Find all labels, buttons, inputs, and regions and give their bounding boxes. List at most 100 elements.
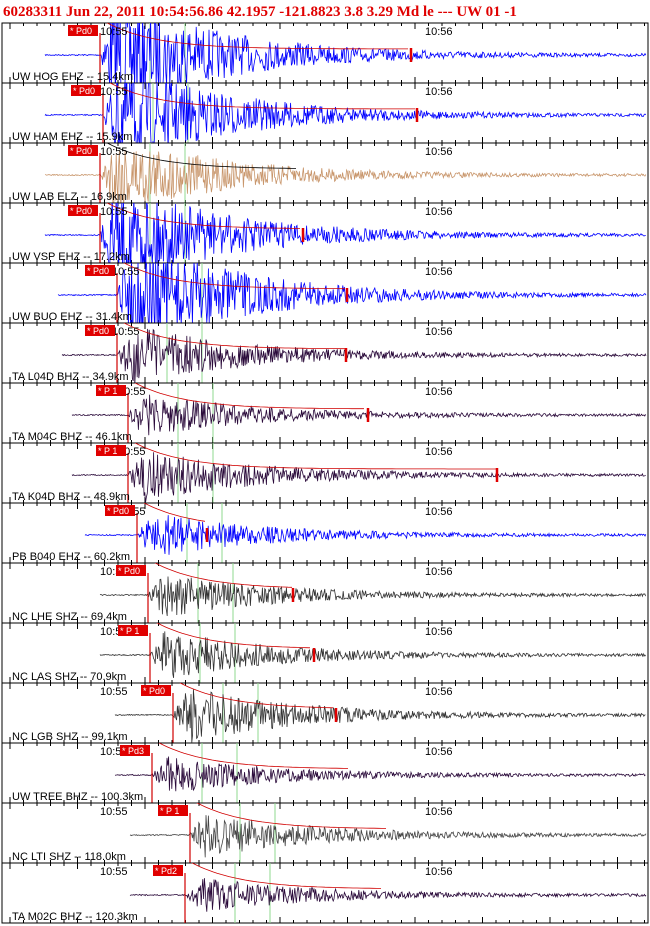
trace-panel: 10:55 10:56 * P 1 NC LTI SHZ -- 118.0km	[1, 802, 649, 864]
waveform-group	[44, 203, 646, 263]
pick-label: * P 1	[160, 806, 179, 816]
panel-frame	[1, 862, 649, 924]
time-label: 10:56	[425, 506, 453, 518]
waveform	[99, 631, 646, 678]
station-label: TA M04C BHZ -- 46.1km	[12, 431, 132, 443]
pick-label: * Pd0	[87, 266, 109, 276]
pick-label: * Pd0	[70, 206, 92, 216]
time-label: 10:56	[425, 746, 453, 758]
trace-panel: 10:55 10:56 * Pd0 UW VSP EHZ -- 17.2km	[1, 202, 649, 264]
coda-curve	[158, 743, 348, 769]
coda-curve	[196, 803, 386, 829]
coda-curve	[106, 203, 301, 229]
pick-flag	[68, 145, 98, 156]
waveform-group	[44, 143, 647, 203]
coda-curve	[109, 83, 415, 110]
coda-curve	[179, 683, 334, 709]
coda-curve	[123, 323, 345, 350]
panel-frame	[1, 82, 649, 144]
pick-label: * P 1	[98, 386, 117, 396]
time-label: 10:56	[425, 146, 453, 158]
station-label: NC LTI SHZ -- 118.0km	[12, 851, 126, 863]
pick-label: * Pd2	[155, 866, 177, 876]
pick-flag	[96, 445, 126, 456]
coda-curve	[191, 863, 381, 889]
pick-flag	[120, 745, 150, 756]
time-label: 10:55	[100, 686, 128, 698]
station-label: NC LHE SHZ -- 69.4km	[12, 611, 127, 623]
time-label: 10:56	[425, 326, 453, 338]
trace-panel: 10:55 10:56 * Pd0 NC LGB SHZ -- 99.1km	[1, 682, 649, 744]
coda-curve	[134, 443, 496, 470]
coda-curve	[123, 263, 345, 290]
waveform	[129, 878, 647, 912]
station-label: UW VSP EHZ -- 17.2km	[12, 251, 130, 263]
waveform-group	[57, 263, 647, 323]
waveform	[44, 203, 646, 263]
waveform-group	[114, 683, 646, 743]
time-label: 10:56	[425, 446, 453, 458]
pick-flag	[158, 805, 188, 816]
station-label: UW HAM EHZ -- 15.9km	[12, 131, 132, 143]
waveform-group	[61, 323, 647, 383]
station-label: UW BUO EHZ -- 31.4km	[12, 311, 132, 323]
pick-flag	[116, 565, 146, 576]
time-label: 10:55	[100, 146, 128, 158]
panel-frame	[1, 802, 649, 864]
trace-panel: 10:55 10:56 * Pd0 UW BUO EHZ -- 31.4km	[1, 262, 649, 324]
waveform-group	[71, 383, 646, 443]
time-label: 10:56	[425, 206, 453, 218]
waveform	[129, 815, 647, 858]
waveform	[114, 756, 646, 792]
time-label: 10:56	[425, 266, 453, 278]
pick-label: * Pd0	[118, 566, 140, 576]
station-label: NC LGB SHZ -- 99.1km	[12, 731, 128, 743]
panel-frame	[1, 682, 649, 744]
waveform-group	[129, 863, 647, 923]
pick-flag	[96, 385, 126, 396]
trace-panel: 10:55 10:56* P 1TA M04C BHZ -- 46.1km	[1, 382, 649, 444]
time-label: 10:56	[425, 386, 453, 398]
coda-curve	[154, 563, 293, 588]
station-label: NC LAS SHZ -- 70.9km	[12, 671, 126, 683]
pick-flag	[105, 505, 135, 516]
time-label: 10:55	[112, 326, 140, 338]
waveform	[71, 452, 646, 503]
pick-label: * Pd3	[122, 746, 144, 756]
waveform	[44, 83, 647, 143]
trace-panel: 10:55 10:56* P 1TA K04D BHZ -- 48.9km	[1, 442, 649, 504]
station-label: UW HOG EHZ -- 15.4km	[12, 71, 133, 83]
trace-panel: 10:55 10:56 * Pd0 UW HOG EHZ -- 15.4km	[1, 22, 649, 84]
waveform-group	[44, 83, 647, 143]
pick-label: * Pd0	[70, 146, 92, 156]
pick-flag	[118, 625, 148, 636]
time-label: 10:55	[100, 206, 128, 218]
time-label: 10:56	[425, 626, 453, 638]
waveform	[84, 515, 647, 555]
pick-flag	[153, 865, 183, 876]
pick-label: * Pd0	[87, 326, 109, 336]
time-label: 10:56	[425, 806, 453, 818]
trace-panel: 10:55 10:56* P 1NC LAS SHZ -- 70.9km	[1, 622, 649, 684]
station-label: PB B040 EHZ -- 60.2km	[12, 551, 130, 563]
time-label: 10:56	[425, 566, 453, 578]
trace-panel: 10:55 10:56 * Pd0 UW LAB ELZ -- 16.9km	[1, 142, 649, 204]
waveform	[114, 689, 646, 743]
station-label: UW TREE BHZ -- 100.3km	[12, 791, 143, 803]
pick-label: * Pd0	[107, 506, 129, 516]
waveform	[44, 150, 647, 203]
pick-flag	[68, 25, 98, 36]
trace-panel: 10:55 10:56 * Pd0 TA L04D BHZ -- 34.9km	[1, 322, 649, 384]
waveform-group	[44, 23, 647, 83]
coda-curve	[106, 23, 408, 50]
pick-label: * P 1	[120, 626, 139, 636]
station-label: TA M02C BHZ -- 120.3km	[12, 911, 138, 923]
time-label: 10:55	[100, 26, 128, 38]
event-title: 60283311 Jun 22, 2011 10:54:56.86 42.195…	[3, 4, 517, 20]
panel-frame	[1, 622, 649, 684]
time-label: 10:56	[425, 866, 453, 878]
pick-flag	[85, 325, 115, 336]
